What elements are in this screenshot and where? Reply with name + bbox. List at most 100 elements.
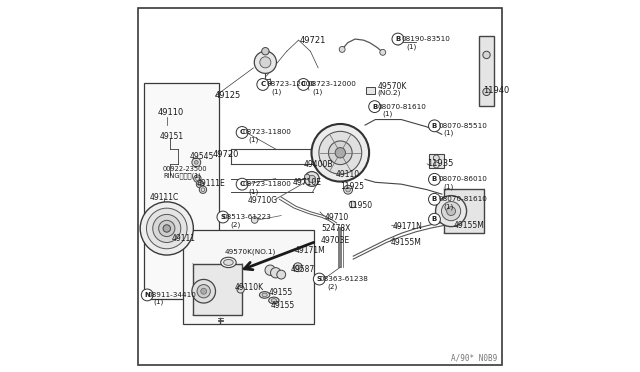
Text: 49155M: 49155M [454, 221, 484, 230]
Ellipse shape [262, 293, 268, 297]
Circle shape [308, 175, 316, 183]
Bar [429, 154, 444, 167]
Circle shape [277, 270, 285, 279]
Circle shape [201, 288, 207, 294]
Circle shape [447, 207, 456, 215]
Text: 08911-34410: 08911-34410 [147, 292, 196, 298]
Circle shape [141, 289, 153, 301]
Circle shape [196, 180, 204, 188]
Text: B: B [432, 196, 437, 202]
Bar [366, 87, 376, 94]
Text: 49155M: 49155M [390, 238, 421, 247]
Circle shape [140, 202, 193, 255]
Text: 49545: 49545 [190, 152, 214, 161]
Circle shape [254, 51, 276, 73]
Circle shape [197, 285, 211, 298]
Text: 08723-12000: 08723-12000 [307, 81, 356, 87]
Text: C: C [239, 181, 244, 187]
Circle shape [346, 187, 350, 192]
Bar [143, 83, 220, 299]
Text: (1): (1) [248, 188, 259, 195]
Circle shape [429, 193, 440, 205]
Bar [182, 230, 314, 324]
Text: (1): (1) [444, 203, 454, 210]
Text: 08070-86010: 08070-86010 [438, 176, 487, 182]
Circle shape [192, 158, 201, 167]
Circle shape [194, 175, 201, 182]
Circle shape [195, 161, 198, 164]
Text: 49721: 49721 [300, 36, 326, 45]
Text: (1): (1) [444, 183, 454, 190]
Circle shape [392, 33, 404, 45]
Circle shape [257, 78, 269, 90]
Circle shape [236, 126, 248, 138]
Circle shape [319, 131, 362, 174]
Text: 49710E: 49710E [292, 178, 322, 187]
Circle shape [305, 171, 319, 186]
Circle shape [199, 186, 207, 193]
Text: B: B [432, 123, 437, 129]
Text: C: C [239, 129, 244, 135]
Text: 11925: 11925 [340, 182, 364, 191]
Circle shape [293, 263, 302, 272]
Text: 11935: 11935 [427, 159, 454, 169]
Circle shape [431, 214, 436, 220]
Circle shape [252, 217, 258, 223]
Circle shape [237, 286, 244, 293]
Text: 49111: 49111 [172, 234, 196, 243]
Text: 08070-81610: 08070-81610 [378, 104, 427, 110]
Text: (2): (2) [328, 283, 338, 290]
Text: (1): (1) [383, 111, 393, 117]
Circle shape [436, 196, 467, 227]
Text: 11950: 11950 [348, 201, 372, 210]
Text: 49110K: 49110K [235, 283, 264, 292]
Text: 49570K: 49570K [377, 82, 406, 91]
Circle shape [305, 174, 310, 179]
Bar [193, 263, 243, 315]
Text: 49400B: 49400B [304, 160, 333, 169]
Bar [479, 36, 494, 106]
Circle shape [369, 101, 381, 112]
Text: 11940: 11940 [483, 86, 509, 95]
Circle shape [265, 265, 275, 275]
Text: 49703E: 49703E [321, 236, 350, 245]
Circle shape [429, 173, 440, 185]
Circle shape [314, 273, 325, 285]
Text: 08070-81610: 08070-81610 [438, 196, 487, 202]
Circle shape [217, 211, 229, 223]
Text: 08190-83510: 08190-83510 [401, 36, 450, 42]
Text: 49710: 49710 [324, 213, 349, 222]
Text: (1): (1) [312, 89, 322, 96]
Circle shape [153, 214, 181, 243]
Bar [444, 189, 484, 233]
Text: S: S [220, 214, 225, 220]
Circle shape [483, 51, 490, 59]
Circle shape [433, 162, 439, 168]
Circle shape [298, 78, 309, 90]
Text: (1): (1) [154, 299, 164, 305]
Text: (2): (2) [230, 221, 241, 228]
Text: C: C [301, 81, 306, 87]
Circle shape [431, 195, 436, 201]
Circle shape [380, 49, 386, 55]
Text: 08723-11800: 08723-11800 [243, 129, 291, 135]
Text: 49155: 49155 [271, 301, 295, 311]
Circle shape [296, 265, 300, 269]
Circle shape [431, 121, 436, 127]
Ellipse shape [259, 292, 270, 298]
Text: (1): (1) [444, 130, 454, 137]
Text: 49110: 49110 [157, 108, 184, 117]
Circle shape [431, 174, 436, 180]
Text: 49171N: 49171N [393, 222, 422, 231]
Text: C: C [260, 81, 266, 87]
Circle shape [433, 155, 439, 161]
Circle shape [396, 39, 401, 45]
Text: B: B [372, 104, 377, 110]
Text: 49720: 49720 [213, 150, 239, 159]
Text: 49710G: 49710G [248, 196, 278, 205]
Text: 49151: 49151 [159, 132, 184, 141]
Ellipse shape [269, 297, 279, 304]
Text: 08723-12000: 08723-12000 [266, 81, 316, 87]
Text: 08723-11800: 08723-11800 [243, 181, 291, 187]
Text: (1): (1) [406, 43, 416, 50]
